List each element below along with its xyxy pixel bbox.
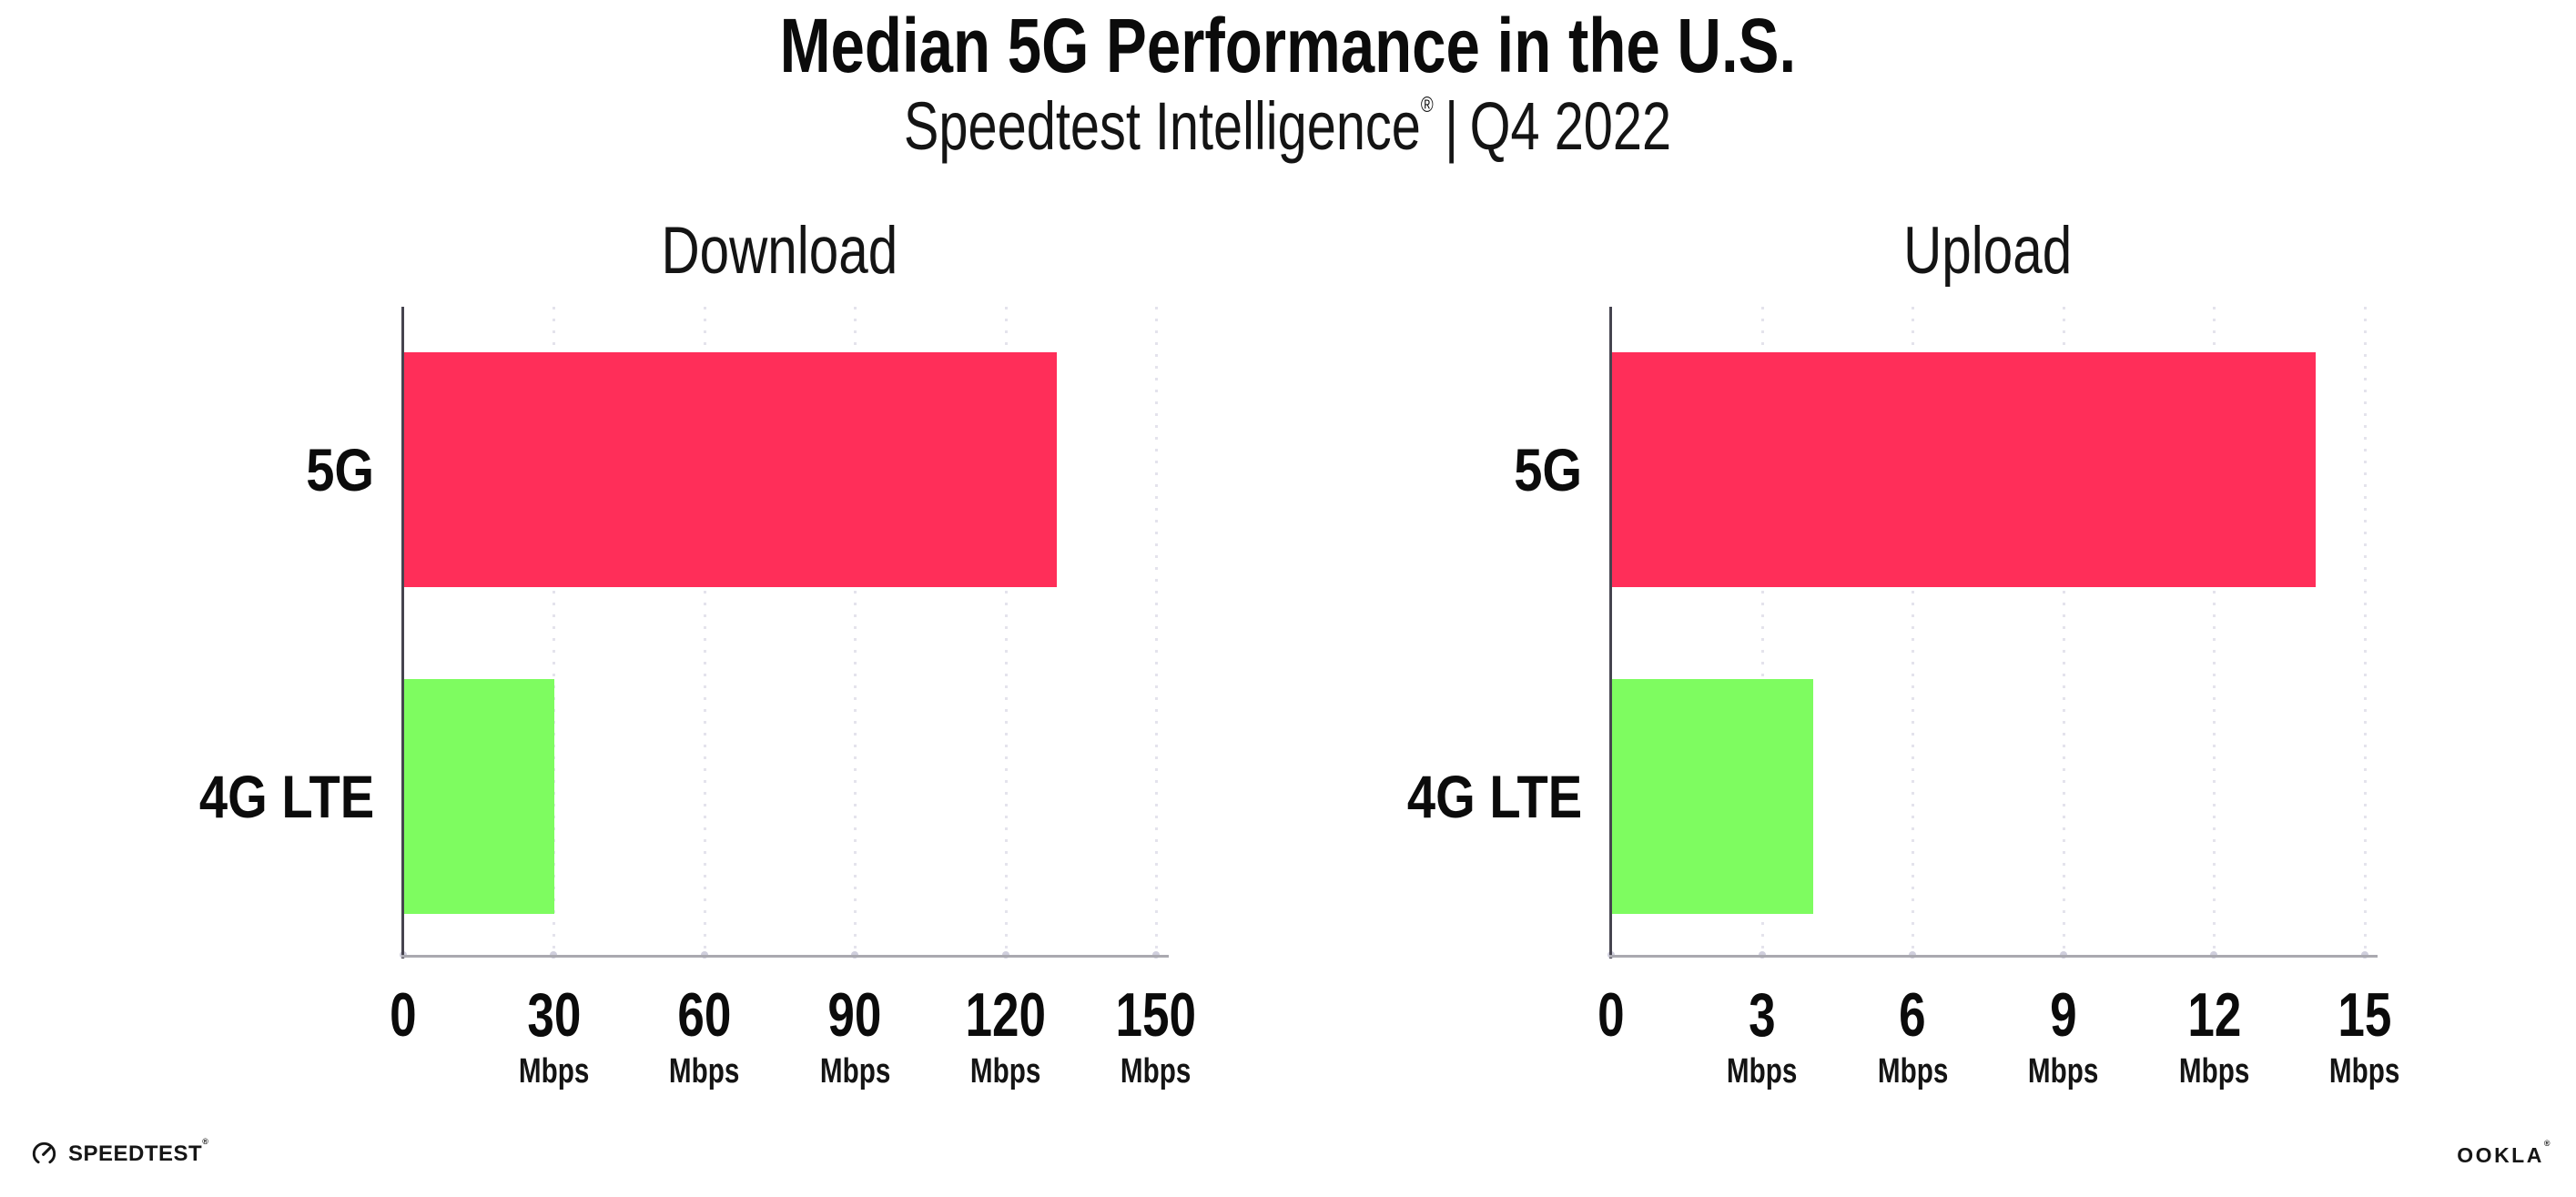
ookla-logo: OOKLA® xyxy=(2457,1140,2552,1167)
gridline-12 xyxy=(2213,307,2216,955)
ookla-wordmark-text: OOKLA xyxy=(2457,1143,2544,1167)
tick-label-0: 0 xyxy=(1597,980,1625,1050)
x-axis-baseline-download xyxy=(401,955,1169,958)
subtitle-divider: | xyxy=(1445,88,1459,164)
speedtest-gauge-icon xyxy=(32,1141,56,1166)
gridline-30 xyxy=(553,307,556,955)
registered-trademark-icon: ® xyxy=(1421,93,1435,117)
category-label-4glte: 4G LTE xyxy=(1406,763,1582,830)
gridline-60 xyxy=(703,307,706,955)
tick-label-15: 15 Mbps xyxy=(2329,980,2400,1090)
bar-4glte-download xyxy=(404,679,555,914)
ookla-trademark-icon: ® xyxy=(2543,1139,2552,1148)
tick-label-90: 90 Mbps xyxy=(819,980,890,1090)
gridline-6 xyxy=(1912,307,1915,955)
gauge-needle xyxy=(42,1146,52,1156)
tick-label-120: 120 Mbps xyxy=(965,980,1046,1090)
speedtest-wordmark-text: SPEEDTEST xyxy=(68,1141,203,1166)
speedtest-wordmark: SPEEDTEST® xyxy=(68,1137,208,1166)
speedtest-trademark-icon: ® xyxy=(202,1136,209,1146)
category-label-5g: 5G xyxy=(306,436,374,503)
gridline-150 xyxy=(1155,307,1158,955)
chart-title-download: Download xyxy=(661,214,898,288)
gridline-3 xyxy=(1760,307,1764,955)
bar-4glte-upload xyxy=(1612,679,1813,914)
bar-5g-upload xyxy=(1612,352,2316,587)
upload-chart: Upload 0 3 Mbps 6 Mbps 9 Mbps 12 Mbps 15 Mbps 5G 4G L… xyxy=(1407,218,2400,1089)
tick-label-3: 3 Mbps xyxy=(1726,980,1798,1090)
tick-label-9: 9 Mbps xyxy=(2028,980,2099,1090)
category-label-5g: 5G xyxy=(1514,436,1582,503)
y-axis-spine-upload xyxy=(1609,307,1612,959)
x-axis-baseline-upload xyxy=(1609,955,2378,958)
tick-label-30: 30 Mbps xyxy=(518,980,590,1090)
gridline-15 xyxy=(2364,307,2367,955)
page-subtitle: Speedtest Intelligence® | Q4 2022 xyxy=(0,93,2576,160)
tick-label-60: 60 Mbps xyxy=(669,980,740,1090)
speedtest-logo: SPEEDTEST® xyxy=(30,1137,208,1168)
chart-title-upload: Upload xyxy=(1903,214,2073,288)
subtitle-period: Q4 2022 xyxy=(1470,88,1672,164)
tick-label-0: 0 xyxy=(390,980,417,1050)
bar-5g-download xyxy=(404,352,1057,587)
page-subtitle-text: Speedtest Intelligence® | Q4 2022 xyxy=(904,93,1671,160)
category-label-4glte: 4G LTE xyxy=(198,763,374,830)
page-title: Median 5G Performance in the U.S. xyxy=(0,7,2576,84)
tick-label-6: 6 Mbps xyxy=(1877,980,1948,1090)
download-chart: Download 0 30 Mbps 60 Mbps 90 Mbps 120 Mbps 150 Mbp… xyxy=(199,218,1196,1089)
gridline-9 xyxy=(2062,307,2065,955)
subtitle-brand: Speedtest Intelligence xyxy=(904,88,1422,164)
page-title-text: Median 5G Performance in the U.S. xyxy=(779,3,1797,88)
y-axis-spine-download xyxy=(401,307,404,959)
gridline-90 xyxy=(854,307,857,955)
gridline-120 xyxy=(1004,307,1008,955)
tick-label-12: 12 Mbps xyxy=(2178,980,2250,1090)
tick-label-150: 150 Mbps xyxy=(1115,980,1197,1090)
